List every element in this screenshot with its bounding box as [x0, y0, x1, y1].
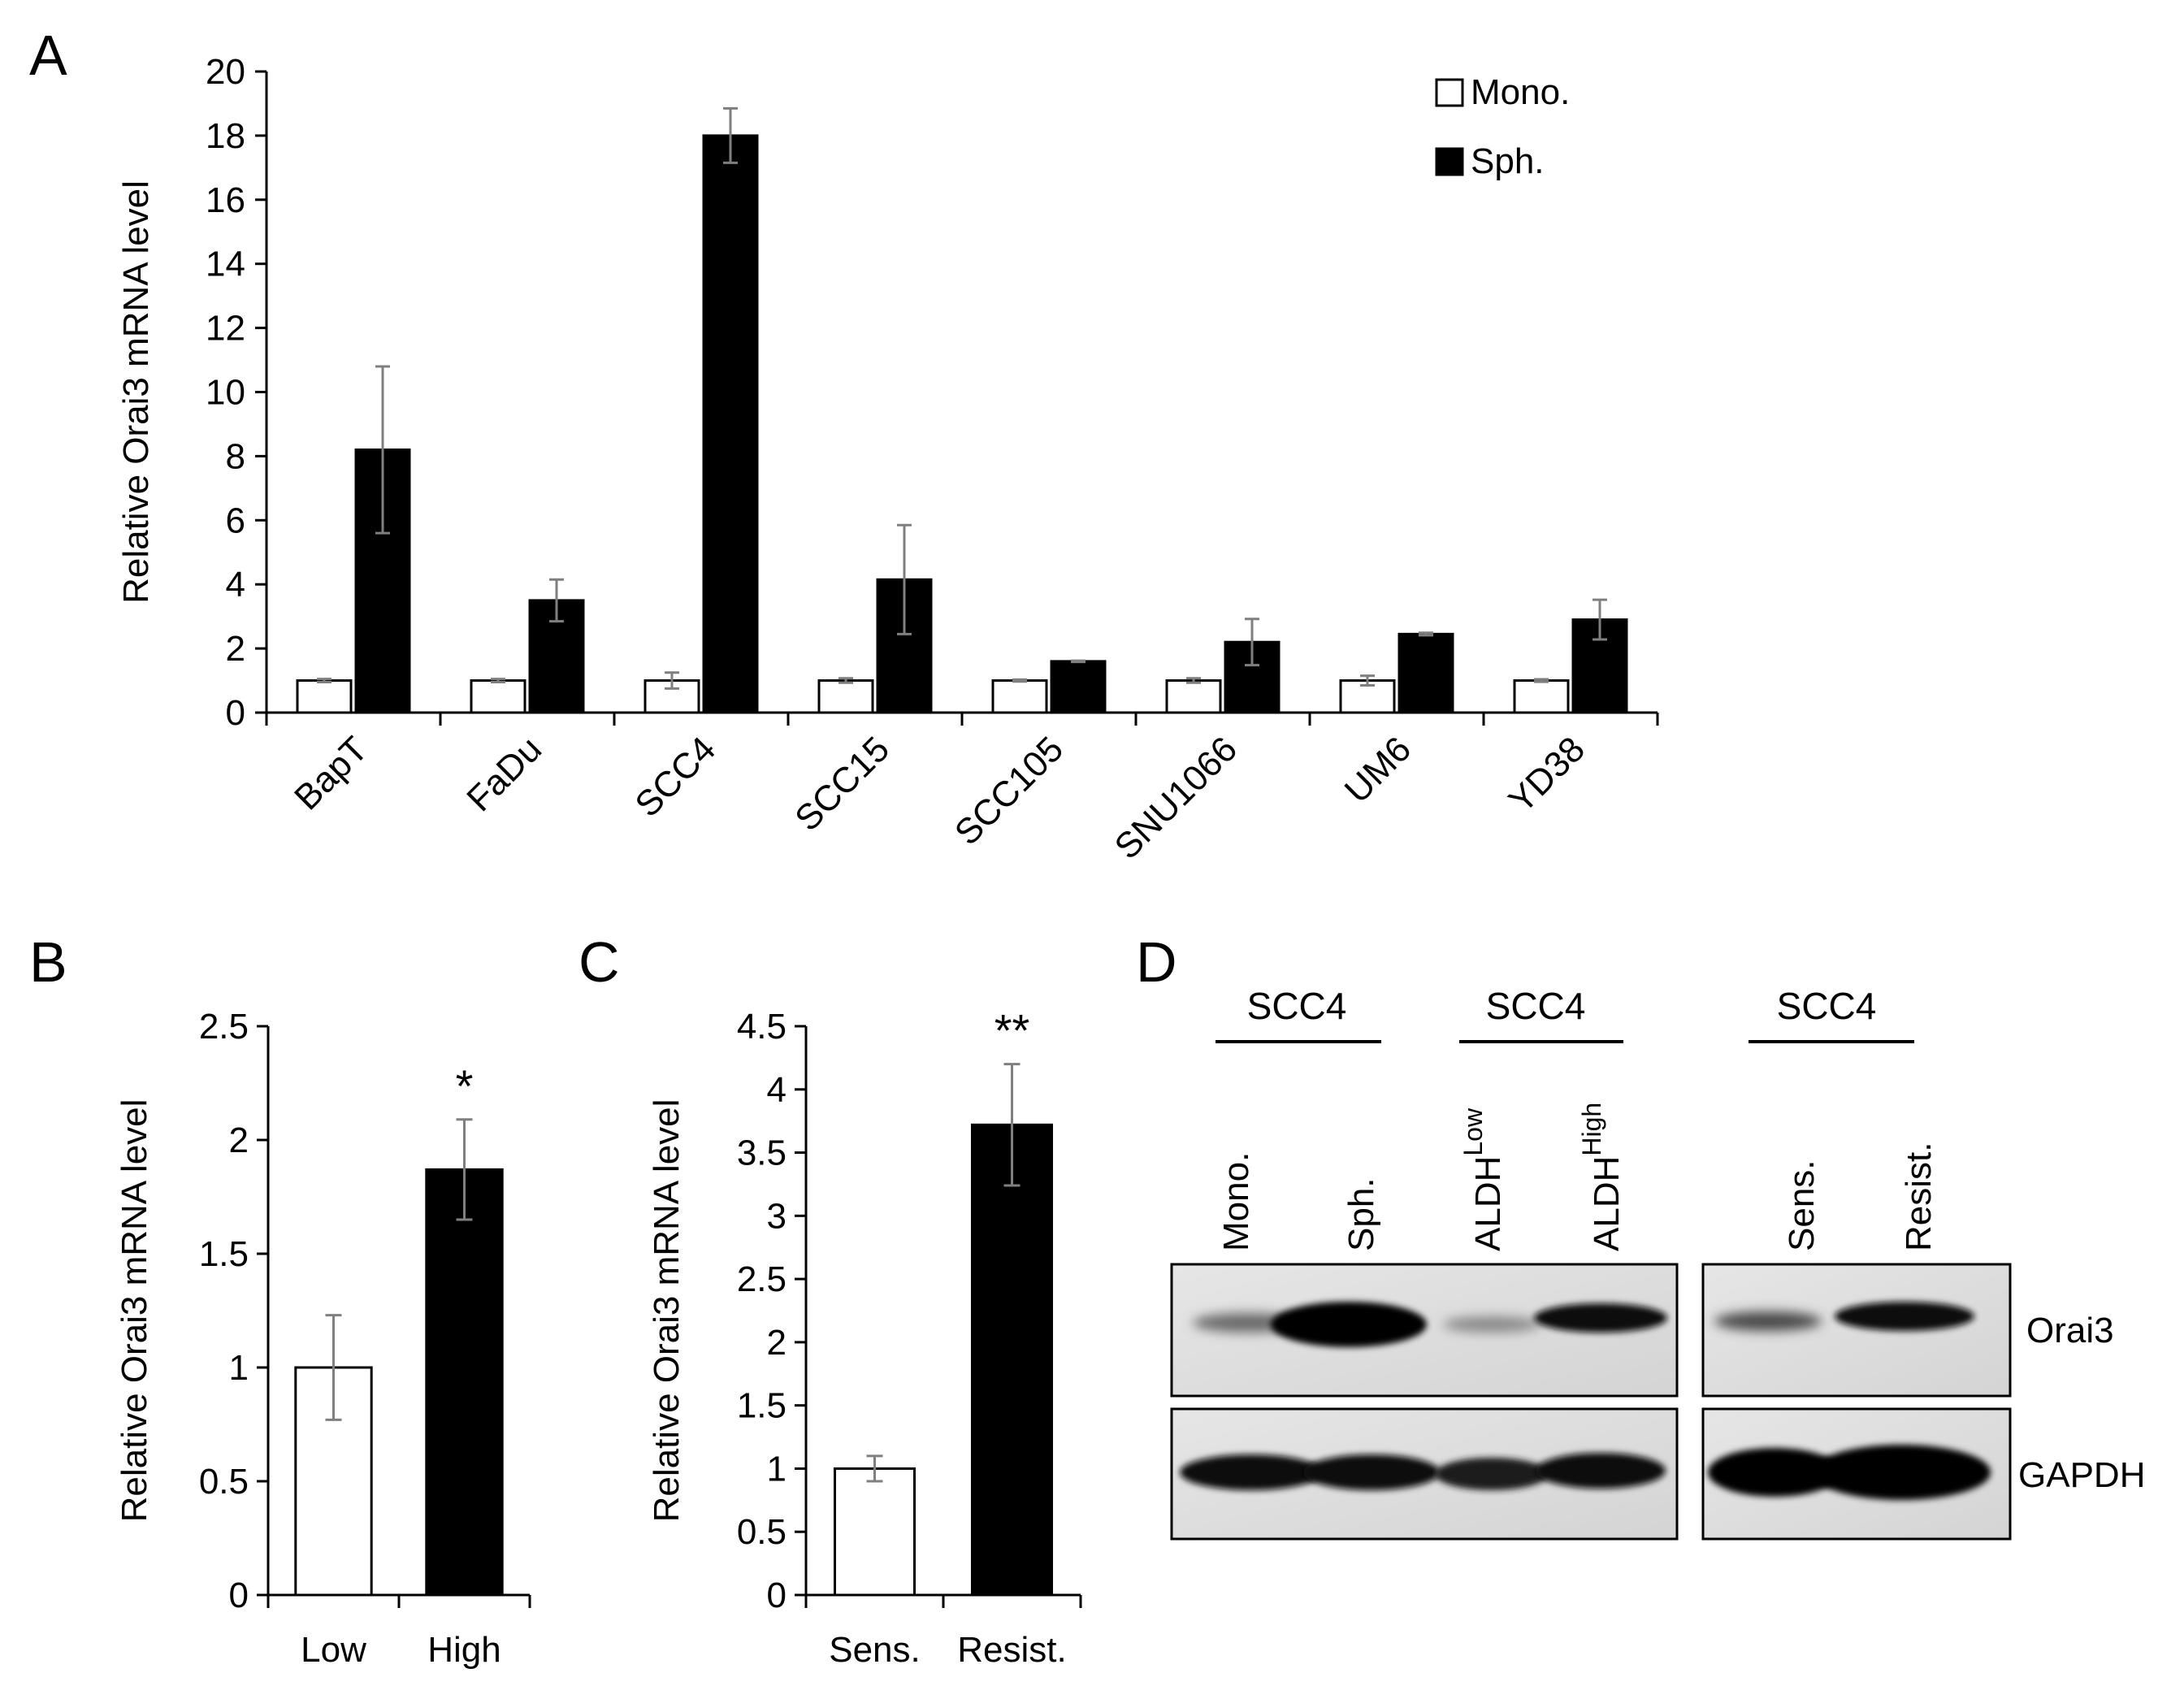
y-tick-label: 20	[206, 52, 245, 92]
y-tick-label: 12	[206, 309, 245, 349]
x-category-label: UM6	[1337, 729, 1419, 810]
x-category-label: FaDu	[459, 729, 549, 819]
blot-band	[1812, 1445, 1991, 1500]
y-tick-label: 4.5	[737, 1007, 786, 1047]
y-tick-label: 4	[226, 565, 245, 605]
blot-band	[1835, 1302, 1974, 1331]
bar	[1513, 679, 1570, 714]
bar	[833, 1467, 916, 1597]
bar	[970, 1123, 1054, 1597]
legend-label: Mono.	[1471, 72, 1570, 112]
y-tick-label: 0.5	[199, 1462, 249, 1502]
y-tick-label: 14	[206, 245, 245, 284]
y-tick-label: 0.5	[737, 1512, 786, 1552]
y-tick-label: 1.5	[737, 1386, 786, 1426]
lane-label: Sens.	[1782, 1159, 1822, 1251]
x-category-label: SCC105	[947, 729, 1071, 852]
x-category-label: Sens.	[829, 1630, 921, 1670]
blot-band	[1303, 1454, 1440, 1490]
y-axis-label: Relative Orai3 mRNA level	[647, 1099, 687, 1523]
bar	[817, 679, 874, 714]
y-tick-label: 16	[206, 180, 245, 220]
chart-c: 0 0.5 1 1.5 2 2.5 3 3.5 4 4.5 Sens. ** Resist. Relati…	[647, 1005, 1082, 1670]
y-axis-label: Relative Orai3 mRNA level	[115, 1099, 154, 1523]
y-tick-label: 1.5	[199, 1234, 249, 1274]
panel-letter-d: D	[1136, 930, 1177, 994]
blot-group-title: SCC4	[1247, 985, 1347, 1027]
x-category-label: Low	[301, 1630, 366, 1670]
bar	[296, 679, 353, 714]
blot-band	[1271, 1302, 1427, 1347]
x-category-label: High	[427, 1630, 501, 1670]
blot-row-label: GAPDH	[2018, 1455, 2145, 1495]
chart-a: 0 2 4 6 8 10 12 14 16 18 20 BapT FaDu SCC4 SCC15 SCC105…	[116, 52, 1659, 867]
y-tick-label: 0	[767, 1575, 786, 1615]
y-tick-label: 3	[767, 1196, 786, 1236]
blot-band	[1435, 1458, 1549, 1490]
significance-marker: **	[994, 1005, 1030, 1056]
bar	[1165, 679, 1222, 714]
bar	[1398, 632, 1454, 714]
y-tick-label: 6	[226, 501, 245, 540]
x-category-label: SNU1066	[1107, 729, 1246, 867]
panel-letter-c: C	[578, 930, 620, 994]
blot-group-title: SCC4	[1777, 985, 1877, 1027]
western-blot: SCC4 SCC4 SCC4 Mono. Sph. ALDHLow ALDHHi…	[1170, 985, 2145, 1541]
chart-b: 0 0.5 1 1.5 2 2.5 Low * High Relative Orai3 mRNA …	[115, 1007, 531, 1670]
bar	[425, 1168, 504, 1597]
y-tick-label: 0	[226, 693, 245, 733]
y-tick-label: 2.5	[737, 1259, 786, 1299]
blot-band	[1708, 1448, 1841, 1497]
legend-swatch	[1435, 147, 1464, 176]
panel-letter-b: B	[29, 930, 67, 994]
x-category-label: SCC4	[627, 729, 723, 825]
lane-label: Sph.	[1341, 1177, 1381, 1251]
y-tick-label: 2.5	[199, 1007, 249, 1047]
blot-band	[1534, 1303, 1667, 1333]
blot-band	[1536, 1453, 1666, 1489]
blot-row-label: Orai3	[2026, 1311, 2114, 1350]
lane-label: Mono.	[1216, 1152, 1256, 1251]
significance-marker: *	[456, 1060, 474, 1112]
blot-band	[1443, 1316, 1540, 1333]
x-category-label: Resist.	[957, 1630, 1066, 1670]
y-tick-label: 1	[229, 1348, 249, 1388]
y-tick-label: 4	[767, 1070, 786, 1110]
x-category-label: SCC15	[787, 729, 897, 839]
blot-band	[1180, 1454, 1323, 1490]
lane-label: ALDHLow	[1458, 1107, 1508, 1251]
y-axis-label: Relative Orai3 mRNA level	[116, 180, 156, 604]
blot-band	[1714, 1311, 1822, 1331]
lane-label: ALDHHigh	[1577, 1103, 1627, 1251]
panel-letter-a: A	[29, 24, 67, 87]
y-tick-label: 2	[226, 629, 245, 669]
y-tick-label: 8	[226, 436, 245, 476]
y-tick-label: 2	[767, 1323, 786, 1363]
y-tick-label: 2	[229, 1120, 249, 1160]
bar	[991, 679, 1048, 714]
bar	[470, 679, 526, 714]
y-tick-label: 3.5	[737, 1133, 786, 1173]
y-tick-label: 18	[206, 116, 245, 156]
y-tick-label: 10	[206, 373, 245, 413]
lane-label: Resist.	[1899, 1142, 1939, 1251]
legend-label: Sph.	[1471, 141, 1545, 181]
x-category-label: BapT	[287, 729, 375, 817]
legend-swatch	[1435, 78, 1464, 107]
bar	[1050, 660, 1107, 714]
y-tick-label: 0	[229, 1575, 249, 1615]
bar	[644, 679, 700, 714]
x-category-label: YD38	[1502, 729, 1592, 820]
bar	[702, 134, 759, 714]
y-tick-label: 1	[767, 1449, 786, 1489]
blot-group-title: SCC4	[1486, 985, 1586, 1027]
